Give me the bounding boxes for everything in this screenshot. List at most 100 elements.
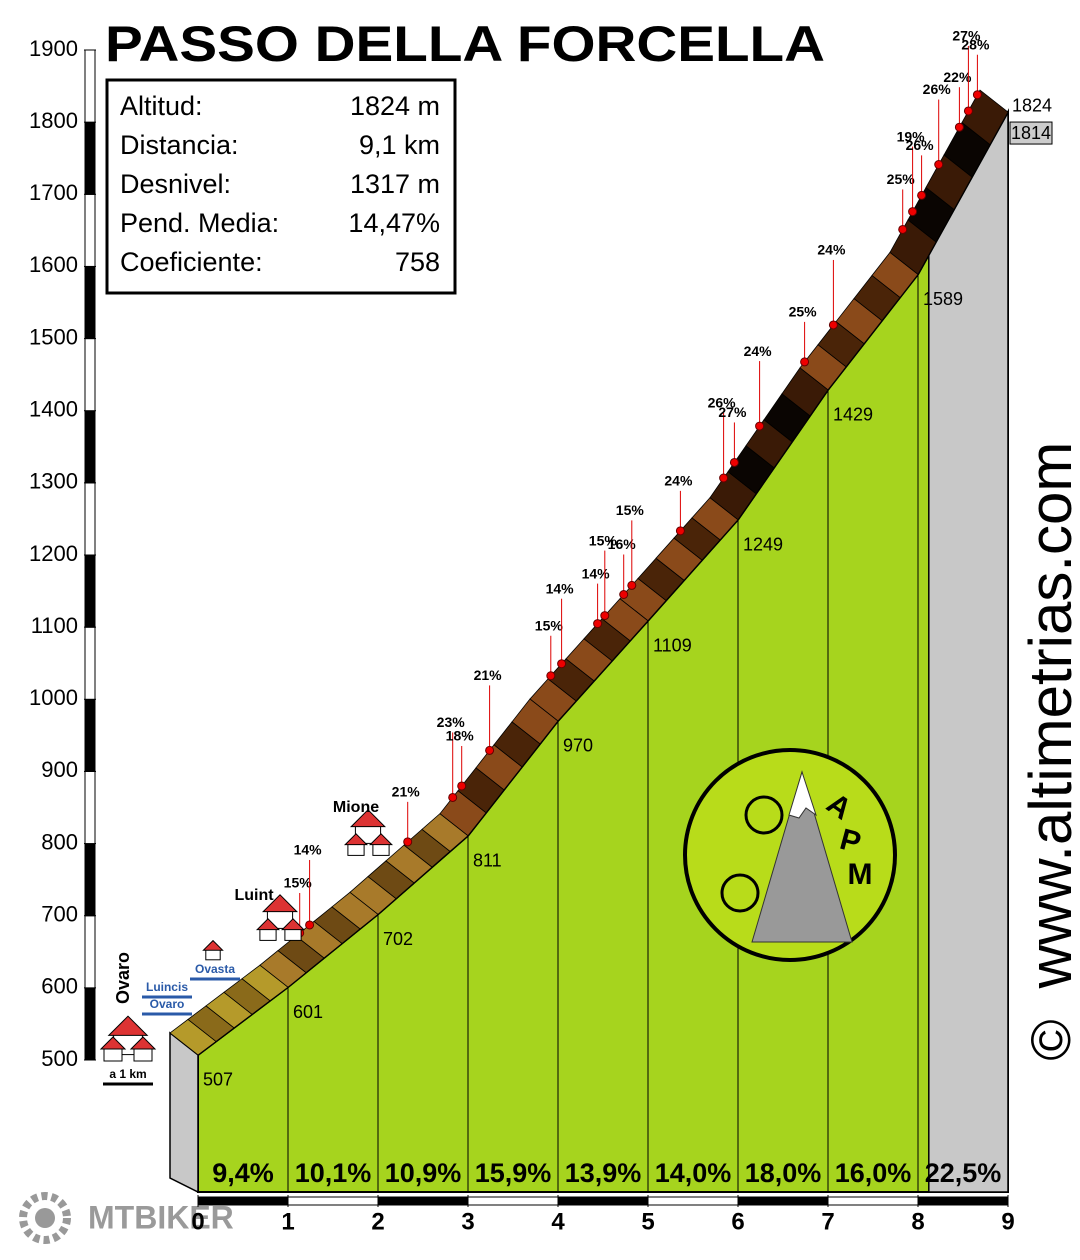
info-label: Coeficiente: (120, 247, 263, 277)
steep-label: 19% (897, 128, 926, 144)
y-tick-label: 1900 (29, 36, 78, 61)
y-tick-label: 1300 (29, 469, 78, 494)
elevation-label: 702 (383, 929, 413, 949)
info-value: 14,47% (348, 208, 440, 238)
house-roof (261, 894, 299, 913)
x-tick-label: 0 (191, 1208, 204, 1235)
steep-point (593, 619, 603, 629)
x-tick-label: 1 (281, 1208, 294, 1235)
steep-point (546, 671, 556, 681)
axis-band (84, 698, 96, 772)
axis-band (84, 987, 96, 1061)
steep-label: 23% (437, 714, 466, 730)
x-tick-label: 7 (821, 1208, 834, 1235)
y-tick-label: 700 (41, 902, 78, 927)
steep-point (619, 589, 629, 599)
info-value: 758 (395, 247, 440, 277)
terrain-end (928, 109, 1009, 1193)
elevation-label: 970 (563, 736, 593, 756)
steep-label: 18% (446, 728, 475, 744)
steep-label: 27% (718, 404, 747, 420)
axis-band (84, 626, 96, 700)
info-value: 1317 m (350, 169, 440, 199)
km-band (467, 1196, 559, 1206)
sign-label: Luincis (146, 980, 188, 994)
axis-band (84, 554, 96, 628)
apm-logo: APM (683, 748, 897, 962)
house-roof (107, 1015, 149, 1036)
axis-band (84, 121, 96, 195)
grade-label: 14,0% (655, 1158, 732, 1188)
y-tick-label: 1000 (29, 685, 78, 710)
axis-band (84, 915, 96, 989)
steep-point (457, 781, 467, 791)
steep-point (828, 320, 838, 330)
logo-snow (788, 770, 817, 819)
y-tick-label: 800 (41, 829, 78, 854)
steep-label: 26% (906, 137, 935, 153)
steep-label: 21% (392, 784, 421, 800)
steep-label: 22% (943, 69, 972, 85)
info-value: 9,1 km (359, 130, 440, 160)
y-tick-label: 1100 (31, 613, 78, 638)
steep-point (800, 357, 810, 367)
grade-label: 10,9% (385, 1158, 462, 1188)
grade-label: 9,4% (212, 1158, 274, 1188)
info-rows: Altitud: 1824 m Distancia: 9,1 km Desnivel: 1… (120, 91, 440, 277)
info-value: 1824 m (350, 91, 440, 121)
elevation-label: 1109 (653, 635, 692, 655)
steep-label: 15% (535, 617, 564, 633)
x-tick-label: 5 (641, 1208, 654, 1235)
axis-band (84, 843, 96, 917)
steep-label: 21% (474, 667, 503, 683)
elevation-label: 1249 (743, 534, 783, 554)
axis-band (84, 770, 96, 845)
logo-mountain (751, 770, 853, 943)
grade-label: 18,0% (745, 1158, 822, 1188)
steep-point (917, 190, 927, 200)
steep-point (908, 207, 918, 217)
info-label: Altitud: (120, 91, 203, 121)
km-band (287, 1196, 379, 1206)
steep-point (627, 580, 637, 590)
y-tick-label: 1400 (29, 397, 78, 422)
house-roof (280, 918, 306, 931)
logo-letter: M (848, 858, 873, 891)
elevation-label: 601 (293, 1002, 323, 1022)
steep-point (954, 122, 964, 132)
y-tick-label: 1700 (29, 180, 78, 205)
house-roof (343, 833, 369, 846)
steep-point (557, 659, 567, 669)
y-tick-label: 600 (41, 974, 78, 999)
steep-label: 14% (546, 580, 575, 596)
steep-label: 15% (589, 532, 618, 548)
x-tick-label: 6 (731, 1208, 744, 1235)
km-band (647, 1196, 739, 1206)
house-roof (202, 939, 224, 951)
grade-label: 22,5% (925, 1158, 1002, 1188)
house-roof (99, 1036, 127, 1050)
house-roof (255, 918, 281, 931)
x-tick-label: 9 (1001, 1208, 1014, 1235)
axis-band (84, 265, 96, 340)
y-tick-label: 1200 (29, 541, 78, 566)
x-tick-label: 4 (551, 1208, 565, 1235)
end-box (1009, 121, 1053, 145)
x-tick-label: 2 (371, 1208, 384, 1235)
x-tick-label: 3 (461, 1208, 474, 1235)
steep-point (898, 224, 908, 234)
steep-point (675, 526, 685, 536)
steep-point (403, 837, 413, 847)
km-band (377, 1196, 469, 1206)
steep-point (729, 457, 739, 467)
km-band (737, 1196, 829, 1206)
elevation-label: 1589 (923, 289, 963, 309)
info-label: Pend. Media: (120, 208, 279, 238)
website: www.altimetrias.com (1017, 442, 1080, 990)
grade-label: 15,9% (475, 1158, 552, 1188)
info-label: Desnivel: (120, 169, 231, 199)
steep-label: 26% (923, 81, 952, 97)
house-roof (368, 833, 394, 846)
steep-label: 15% (284, 875, 313, 891)
